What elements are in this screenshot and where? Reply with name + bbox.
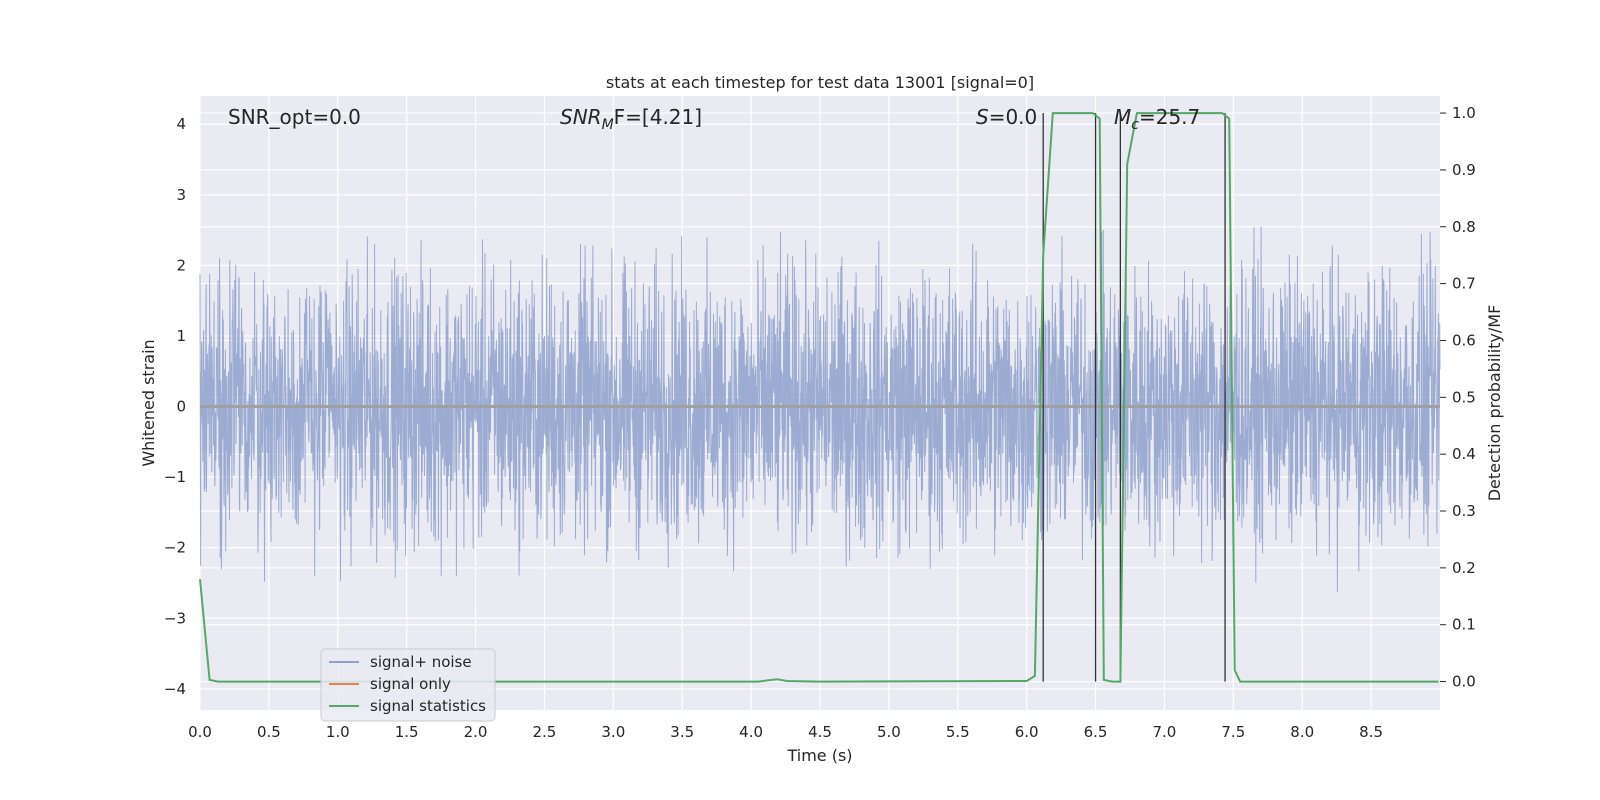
x-tick-label: 6.0 (1015, 723, 1039, 741)
x-tick-label: 0.5 (257, 723, 281, 741)
legend-box (320, 648, 496, 722)
x-axis-label: Time (s) (786, 746, 852, 765)
y2-tick-label: 0.5 (1452, 388, 1476, 406)
y-tick-label: −4 (164, 680, 186, 698)
mc-sub: c (1131, 117, 1139, 133)
legend-label-signal-statistics: signal statistics (370, 697, 486, 715)
signal-noise-line (199, 226, 1441, 593)
x-tick-label: 3.0 (601, 723, 625, 741)
annotation-s: S=0.0 (976, 105, 1037, 129)
x-tick-label: 8.0 (1290, 723, 1314, 741)
y-tick-label: 4 (176, 115, 186, 133)
x-tick-label: 3.5 (670, 723, 694, 741)
y2-axis-label: Detection probability/MF (1485, 305, 1504, 502)
legend-label-signal-only: signal only (370, 675, 451, 693)
annotation-snr-opt: SNR_opt=0.0 (228, 105, 361, 129)
x-tick-label: 6.5 (1084, 723, 1108, 741)
y-tick-label: 3 (176, 186, 186, 204)
chart-title: stats at each timestep for test data 130… (606, 73, 1034, 92)
x-tick-label: 1.0 (326, 723, 350, 741)
x-tick-labels: 0.0 0.5 1.0 1.5 2.0 2.5 3.0 3.5 4.0 4.5 5.0 5.5 6.0 6… (188, 723, 1383, 741)
y2-tick-label: 0.2 (1452, 559, 1476, 577)
y-tick-label: −3 (164, 609, 186, 627)
y2-tick-label: 0.1 (1452, 616, 1476, 634)
x-tick-label: 2.5 (533, 723, 557, 741)
x-tick-label: 4.0 (739, 723, 763, 741)
x-tick-label: 0.0 (188, 723, 212, 741)
legend-label-signal-noise: signal+ noise (370, 653, 472, 671)
y2-tick-label: 1.0 (1452, 104, 1476, 122)
y2-tick-label: 0.6 (1452, 331, 1476, 349)
s-main: S (976, 105, 989, 129)
x-tick-label: 4.5 (808, 723, 832, 741)
signal-noise-series (199, 226, 1441, 593)
y-tick-label: 2 (176, 256, 186, 274)
annotation-snr-mf: SNRMF=[4.21] (560, 105, 702, 133)
signal-statistics-line (199, 112, 1439, 683)
mc-main: M (1114, 105, 1131, 129)
vertical-markers (1042, 113, 1226, 682)
snr-mf-sub: M (602, 117, 614, 133)
x-tick-label: 7.0 (1153, 723, 1177, 741)
y-tick-label: 1 (176, 327, 186, 345)
x-tick-label: 7.5 (1221, 723, 1245, 741)
snr-mf-rest: F=[4.21] (614, 105, 702, 129)
snr-mf-main: SNR (560, 105, 602, 129)
y2-tick-label: 0.3 (1452, 502, 1476, 520)
y-tick-labels: −4 −3 −2 −1 0 1 2 3 4 (164, 115, 186, 698)
y2-tick-label: 0.8 (1452, 218, 1476, 236)
x-tick-label: 2.0 (464, 723, 488, 741)
x-tick-label: 1.5 (395, 723, 419, 741)
y2-tick-label: 0.4 (1452, 445, 1476, 463)
y2-tick-label: 0.7 (1452, 275, 1476, 293)
y2-tick-label: 0.9 (1452, 161, 1476, 179)
annotation-mc: Mc=25.7 (1114, 105, 1200, 133)
mc-rest: =25.7 (1139, 105, 1200, 129)
x-tick-label: 5.0 (877, 723, 901, 741)
x-tick-label: 8.5 (1359, 723, 1383, 741)
s-rest: =0.0 (989, 105, 1038, 129)
y2-tick-label: 0.0 (1452, 673, 1476, 691)
legend: signal+ noise signal only signal statist… (320, 648, 496, 722)
y-tick-label: 0 (176, 398, 186, 416)
y-tick-label: −1 (164, 468, 186, 486)
signal-statistics-series (199, 112, 1439, 683)
y-axis-label: Whitened strain (139, 339, 158, 466)
y-tick-label: −2 (164, 539, 186, 557)
x-tick-label: 5.5 (946, 723, 970, 741)
y2-tick-labels: 0.0 0.1 0.2 0.3 0.4 0.5 0.6 0.7 0.8 0.9 1.0 (1440, 104, 1476, 691)
